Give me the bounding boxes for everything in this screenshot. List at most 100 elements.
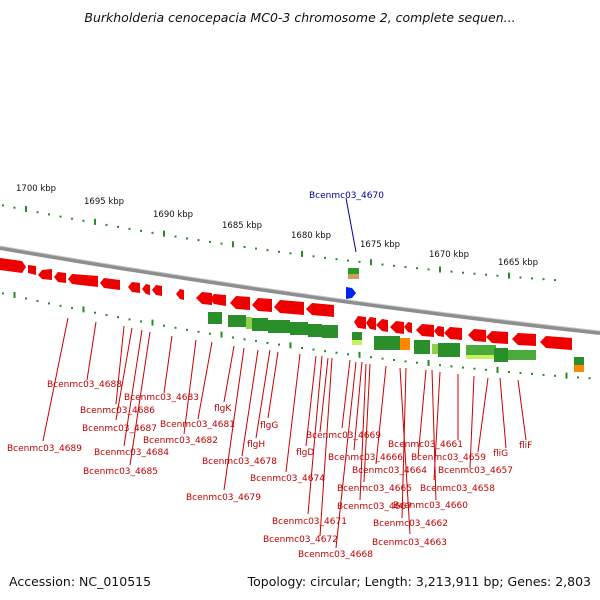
gc-minor-tick [577, 376, 579, 379]
selected-gene-leader [345, 197, 357, 253]
gene-label[interactable]: Bcenmc03_4685 [83, 467, 158, 477]
gene-arrow[interactable] [390, 321, 404, 334]
selected-gene-label[interactable]: Bcenmc03_4670 [309, 191, 384, 201]
gene-label[interactable]: Bcenmc03_4663 [372, 538, 447, 548]
gene-label[interactable]: Bcenmc03_4678 [202, 457, 277, 467]
gene-label[interactable]: flgD [296, 448, 314, 458]
scale-minor-tick [220, 242, 223, 245]
gene-label[interactable]: Bcenmc03_4683 [124, 393, 199, 403]
gene-arrow[interactable] [252, 298, 272, 312]
gene-arrow[interactable] [404, 322, 412, 333]
scale-minor-tick [186, 237, 188, 240]
gene-arrow[interactable] [100, 278, 120, 290]
gene-label[interactable]: fliF [519, 441, 532, 451]
scale-major-tick [439, 266, 441, 273]
gene-label[interactable]: Bcenmc03_4664 [352, 466, 427, 476]
gene-arrow[interactable] [416, 324, 434, 337]
gc-minor-tick [473, 367, 476, 370]
gc-minor-tick [140, 320, 142, 323]
gene-label[interactable]: Bcenmc03_4657 [438, 466, 513, 476]
gene-arrow[interactable] [142, 284, 150, 295]
gene-arrow[interactable] [376, 319, 388, 332]
gene-label[interactable]: Bcenmc03_4686 [80, 406, 155, 416]
gene-label[interactable]: Bcenmc03_4669 [306, 431, 381, 441]
gc-minor-tick [462, 366, 464, 369]
gene-label[interactable]: Bcenmc03_4679 [186, 493, 261, 503]
gene-arrow[interactable] [176, 289, 184, 300]
gene-arrow[interactable] [434, 326, 444, 337]
gene-label[interactable]: Bcenmc03_4666 [328, 453, 403, 463]
gc-minor-tick [2, 292, 4, 295]
gene-label[interactable]: Bcenmc03_4662 [373, 519, 448, 529]
scale-major-tick [163, 230, 165, 237]
scale-minor-tick [151, 231, 154, 234]
gene-label[interactable]: Bcenmc03_4674 [250, 474, 325, 484]
gene-arrow[interactable] [306, 303, 334, 317]
gene-arrow[interactable] [0, 258, 26, 273]
gene-arrow[interactable] [152, 285, 162, 296]
selected-gene-arrow[interactable] [346, 287, 356, 299]
gene-label[interactable]: Bcenmc03_4682 [143, 436, 218, 446]
gene-label[interactable]: fliG [493, 449, 508, 459]
gene-label[interactable]: Bcenmc03_4667 [337, 502, 412, 512]
gc-minor-tick [48, 302, 50, 305]
gene-arrow[interactable] [444, 327, 462, 340]
scale-minor-tick [554, 279, 556, 282]
gene-label[interactable]: Bcenmc03_4684 [94, 448, 169, 458]
gene-label[interactable]: flgG [260, 421, 278, 431]
chromosome-backbone [0, 246, 600, 335]
scale-label-1675: 1675 kbp [360, 240, 400, 250]
gc-minor-tick [186, 328, 188, 331]
gene-arrow[interactable] [274, 300, 304, 315]
gene-label[interactable]: Bcenmc03_4659 [411, 453, 486, 463]
gene-arrow[interactable] [230, 296, 250, 310]
accession-text: Accession: NC_010515 [9, 574, 151, 589]
scale-major-tick [94, 218, 96, 225]
gene-label[interactable]: flgH [247, 440, 265, 450]
gene-label[interactable]: Bcenmc03_4658 [420, 484, 495, 494]
scale-major-tick [232, 241, 234, 248]
scale-minor-tick [197, 239, 200, 242]
gene-arrow[interactable] [468, 329, 486, 342]
gene-label[interactable]: Bcenmc03_4671 [272, 517, 347, 527]
gc-minor-tick [381, 357, 384, 360]
reverse-strand-features [208, 312, 584, 372]
gc-minor-tick [197, 330, 200, 333]
gene-arrow[interactable] [128, 282, 140, 293]
gene-label[interactable]: Bcenmc03_4681 [160, 420, 235, 430]
gene-label[interactable]: Bcenmc03_4689 [7, 444, 82, 454]
gene-label-leaders [42, 317, 527, 549]
map-title: Burkholderia cenocepacia MC0-3 chromosom… [84, 10, 515, 25]
scale-major-tick [370, 259, 372, 266]
gene-arrow[interactable] [38, 269, 52, 280]
gc-minor-tick [554, 374, 556, 377]
gene-label[interactable]: Bcenmc03_4672 [263, 535, 338, 545]
gene-label[interactable]: flgK [214, 404, 232, 414]
gc-major-tick [13, 292, 16, 298]
gene-label[interactable]: Bcenmc03_4661 [388, 440, 463, 450]
gene-label[interactable]: Bcenmc03_4687 [82, 424, 157, 434]
gene-arrow[interactable] [210, 294, 226, 306]
gene-label[interactable]: Bcenmc03_4665 [337, 484, 412, 494]
gene-label[interactable]: Bcenmc03_4668 [298, 550, 373, 560]
gc-minor-tick [266, 341, 269, 344]
forward-strand-genes [0, 258, 572, 350]
gc-major-tick [220, 331, 223, 338]
gene-label[interactable]: Bcenmc03_4660 [393, 501, 468, 511]
gene-arrow[interactable] [28, 265, 36, 275]
gene-arrow[interactable] [54, 272, 66, 283]
gc-minor-tick [278, 343, 280, 346]
scale-label-1700: 1700 kbp [16, 184, 56, 194]
scale-minor-tick [496, 274, 499, 277]
gc-minor-tick [450, 365, 453, 368]
gene-arrow[interactable] [68, 274, 98, 287]
gene-arrow[interactable] [196, 292, 212, 305]
gene-arrow[interactable] [540, 336, 572, 350]
gene-label[interactable]: Bcenmc03_4688 [47, 380, 122, 390]
gene-arrow[interactable] [512, 333, 536, 346]
gene-arrow[interactable] [486, 331, 508, 344]
gc-minor-tick [117, 316, 119, 319]
gene-arrow[interactable] [366, 317, 376, 330]
gene-arrow[interactable] [354, 316, 366, 329]
